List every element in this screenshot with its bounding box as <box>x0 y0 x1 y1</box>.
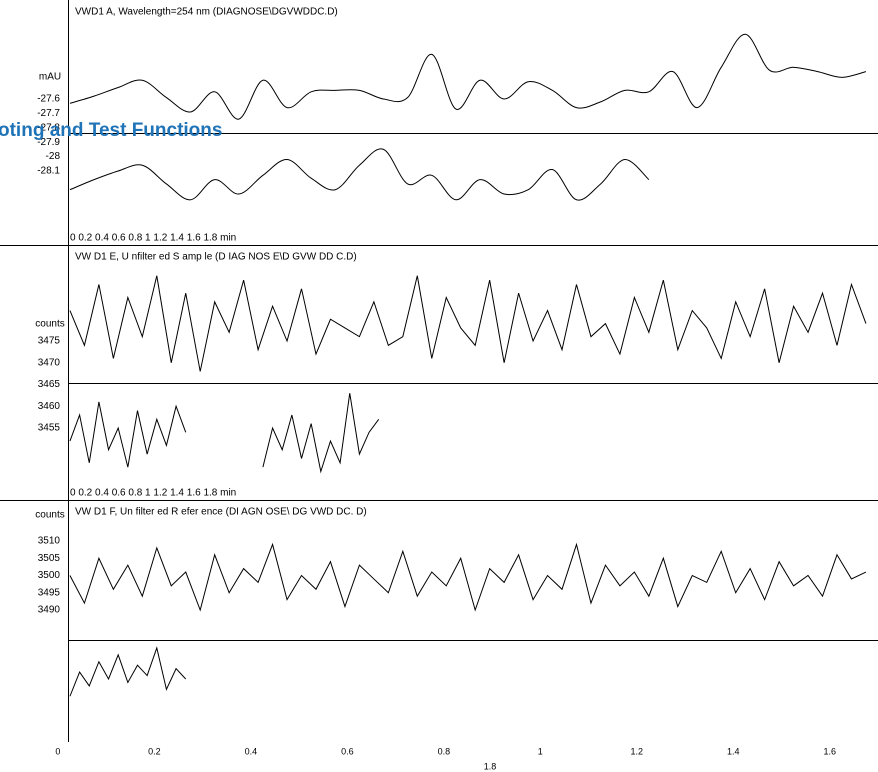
x-tick-label: 1.2 <box>631 746 644 756</box>
y-tick-label: -27.9 <box>37 137 60 148</box>
y-tick-label: 3455 <box>38 423 61 434</box>
y-tick-label: -28.1 <box>37 166 60 177</box>
y-tick-label: -27.7 <box>37 108 60 119</box>
trace <box>69 646 187 697</box>
inline-axis: 0 0.2 0.4 0.6 0.8 1 1.2 1.4 1.6 1.8 min <box>70 488 236 499</box>
y-tick-label: -27.6 <box>37 94 60 105</box>
y-tick-label: 3470 <box>38 357 61 368</box>
x-tick-label: 0.4 <box>245 746 258 756</box>
x-tick-label: 0 <box>55 746 60 756</box>
panel-title: VWD1 A, Wavelength=254 nm (DIAGNOSE\DGVW… <box>75 7 338 18</box>
x-tick-label: 0.6 <box>341 746 354 756</box>
trace <box>69 275 867 372</box>
y-axis-label: mAU <box>39 72 61 83</box>
y-tick-label: 3460 <box>38 401 61 412</box>
stray-label: 1.8 <box>484 761 497 771</box>
x-tick-label: 0.8 <box>438 746 451 756</box>
panel-title: VW D1 F, Un filter ed R efer ence (DI AG… <box>75 507 367 518</box>
y-tick-label: 3500 <box>38 570 61 581</box>
trace <box>69 148 650 201</box>
inline-axis: 0 0.2 0.4 0.6 0.8 1 1.2 1.4 1.6 1.8 min <box>70 233 236 244</box>
x-tick-label: 1 <box>538 746 543 756</box>
y-tick-label: 3490 <box>38 605 61 616</box>
y-axis-label: counts <box>35 319 64 330</box>
trace <box>69 542 867 612</box>
y-tick-label: 3465 <box>38 379 61 390</box>
x-tick-label: 0.2 <box>148 746 161 756</box>
y-tick-label: -28 <box>46 151 61 162</box>
panel-title: VW D1 E, U nfilter ed S amp le (D IAG NO… <box>75 252 357 263</box>
y-tick-label: 3495 <box>38 587 61 598</box>
y-axis-label: counts <box>35 510 64 521</box>
y-tick-label: 3505 <box>38 553 61 564</box>
x-tick-label: 1.6 <box>824 746 837 756</box>
x-tick-label: 1.4 <box>727 746 740 756</box>
trace <box>262 393 380 474</box>
overlay-heading: oting and Test Functions <box>0 120 222 141</box>
trace <box>69 33 867 120</box>
y-tick-label: -27.8 <box>37 122 60 133</box>
y-tick-label: 3510 <box>38 536 61 547</box>
trace <box>69 401 187 468</box>
y-tick-label: 3475 <box>38 336 61 347</box>
